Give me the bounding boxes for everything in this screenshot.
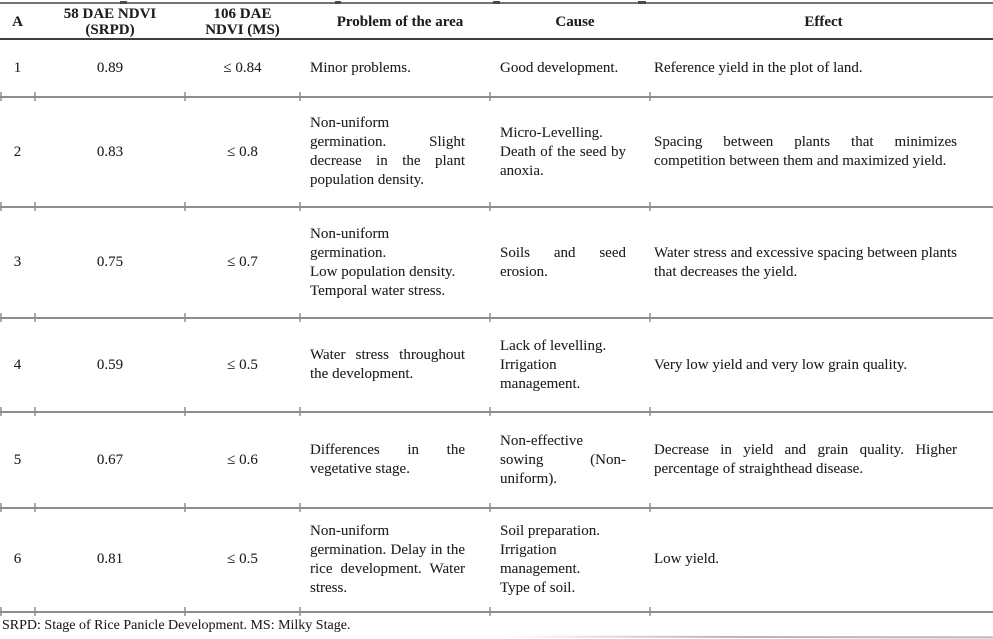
problem-text: Water stress throughout the development. xyxy=(310,347,465,382)
cell-cause: Micro-Levelling. Death of the seed by an… xyxy=(490,97,650,207)
ndvi58-value: 0.89 xyxy=(96,59,124,76)
cell-effect: Decrease in yield and grain quality. Hig… xyxy=(650,412,993,508)
effect-text: Reference yield in the plot of land. xyxy=(654,59,863,76)
cell-ndvi58: 0.89 xyxy=(35,39,185,97)
cell-cause: Non-effective sowing (Non-uniform). xyxy=(490,412,650,508)
cell-ndvi106: ≤ 0.6 xyxy=(185,412,300,508)
cell-effect: Reference yield in the plot of land. xyxy=(650,39,993,97)
cause-text: Good development. xyxy=(500,59,619,76)
area-number: 3 xyxy=(13,254,22,270)
cause-text: Soil preparation. Irrigation management.… xyxy=(500,522,600,596)
cell-ndvi106: ≤ 0.5 xyxy=(185,508,300,611)
ndvi106-value: ≤ 0.84 xyxy=(223,59,262,76)
table-header-row: A 58 DAE NDVI (SRPD) 106 DAE NDVI (MS) P… xyxy=(0,4,993,39)
problem-text: Non-uniform germination. Delay in the ri… xyxy=(310,522,465,596)
header-label-effect: Effect xyxy=(804,13,843,30)
cell-cause: Soil preparation. Irrigation management.… xyxy=(490,508,650,611)
cell-effect: Spacing between plants that minimizes co… xyxy=(650,97,993,207)
cell-area-number: 5 xyxy=(0,412,35,508)
table-row: 2 0.83 ≤ 0.8 Non-uniform germination. Sl… xyxy=(0,97,993,207)
ndvi106-value: ≤ 0.6 xyxy=(227,451,258,468)
effect-text: Water stress and excessive spacing betwe… xyxy=(654,244,957,280)
header-cell-effect: Effect xyxy=(650,4,993,39)
table-row: 6 0.81 ≤ 0.5 Non-uniform germination. De… xyxy=(0,508,993,611)
cell-problem: Differences in the vegetative stage. xyxy=(300,412,490,508)
cell-area-number: 1 xyxy=(0,39,35,97)
cell-cause: Lack of levelling. Irrigation management… xyxy=(490,318,650,412)
effect-text: Low yield. xyxy=(654,551,719,567)
header-cell-cause: Cause xyxy=(490,4,650,39)
area-number: 2 xyxy=(13,143,22,160)
table-row: 5 0.67 ≤ 0.6 Differences in the vegetati… xyxy=(0,412,993,508)
cell-ndvi106: ≤ 0.5 xyxy=(185,318,300,412)
table-footnote: SRPD: Stage of Rice Panicle Development.… xyxy=(2,618,351,633)
area-number: 1 xyxy=(13,59,22,76)
cause-text: Non-effective sowing (Non-uniform). xyxy=(500,432,626,487)
ndvi58-value: 0.83 xyxy=(96,143,124,160)
cell-ndvi58: 0.83 xyxy=(35,97,185,207)
cell-ndvi58: 0.59 xyxy=(35,318,185,412)
cell-ndvi106: ≤ 0.84 xyxy=(185,39,300,97)
header-label-ndvi106: 106 DAE NDVI (MS) xyxy=(205,5,280,38)
cell-problem: Minor problems. xyxy=(300,39,490,97)
header-cell-problem: Problem of the area xyxy=(300,4,490,39)
cell-area-number: 6 xyxy=(0,508,35,611)
ndvi58-value: 0.81 xyxy=(96,551,124,567)
problem-text: Minor problems. xyxy=(310,59,411,76)
header-cell-area: A xyxy=(0,4,35,39)
table-row: 3 0.75 ≤ 0.7 Non-uniform germination. Lo… xyxy=(0,207,993,318)
cell-effect: Low yield. xyxy=(650,508,993,611)
cell-effect: Water stress and excessive spacing betwe… xyxy=(650,207,993,318)
cell-cause: Soils and seed erosion. xyxy=(490,207,650,318)
ndvi58-value: 0.67 xyxy=(96,451,124,468)
problem-text: Non-uniform germination. Slight decrease… xyxy=(310,115,465,188)
area-number: 6 xyxy=(13,551,22,567)
cause-text: Soils and seed erosion. xyxy=(500,244,626,280)
cell-ndvi106: ≤ 0.8 xyxy=(185,97,300,207)
area-number: 5 xyxy=(13,451,22,468)
cause-text: Lack of levelling. Irrigation management… xyxy=(500,337,607,392)
ndvi106-value: ≤ 0.5 xyxy=(227,551,258,567)
cell-area-number: 3 xyxy=(0,207,35,318)
header-cell-ndvi58: 58 DAE NDVI (SRPD) xyxy=(35,4,185,39)
header-label-cause: Cause xyxy=(555,13,595,30)
scan-artifact-line xyxy=(499,635,993,639)
ndvi58-value: 0.75 xyxy=(96,254,124,270)
problem-text: Differences in the vegetative stage. xyxy=(310,442,465,477)
cell-effect: Very low yield and very low grain qualit… xyxy=(650,318,993,412)
effect-text: Spacing between plants that minimizes co… xyxy=(654,134,957,169)
cell-problem: Non-uniform germination. Low population … xyxy=(300,207,490,318)
problem-text: Non-uniform germination. Low population … xyxy=(310,225,456,299)
cell-problem: Non-uniform germination. Delay in the ri… xyxy=(300,508,490,611)
cell-problem: Non-uniform germination. Slight decrease… xyxy=(300,97,490,207)
cell-area-number: 2 xyxy=(0,97,35,207)
table-row: 4 0.59 ≤ 0.5 Water stress throughout the… xyxy=(0,318,993,412)
area-number: 4 xyxy=(13,356,22,373)
header-label-ndvi58: 58 DAE NDVI (SRPD) xyxy=(63,5,157,38)
header-label-problem: Problem of the area xyxy=(336,13,464,30)
cell-area-number: 4 xyxy=(0,318,35,412)
ndvi106-value: ≤ 0.8 xyxy=(227,143,258,160)
cell-ndvi106: ≤ 0.7 xyxy=(185,207,300,318)
cell-cause: Good development. xyxy=(490,39,650,97)
header-cell-ndvi106: 106 DAE NDVI (MS) xyxy=(185,4,300,39)
cause-text: Micro-Levelling. Death of the seed by an… xyxy=(500,124,626,179)
ndvi-problem-table: A 58 DAE NDVI (SRPD) 106 DAE NDVI (MS) P… xyxy=(0,4,993,611)
effect-text: Very low yield and very low grain qualit… xyxy=(654,356,908,373)
ndvi106-value: ≤ 0.7 xyxy=(227,254,258,270)
ndvi58-value: 0.59 xyxy=(96,356,124,373)
table-row: 1 0.89 ≤ 0.84 Minor problems. Good devel… xyxy=(0,39,993,97)
cell-ndvi58: 0.67 xyxy=(35,412,185,508)
ndvi106-value: ≤ 0.5 xyxy=(227,356,258,373)
effect-text: Decrease in yield and grain quality. Hig… xyxy=(654,442,957,477)
header-label-area: A xyxy=(12,13,23,30)
cell-problem: Water stress throughout the development. xyxy=(300,318,490,412)
cell-ndvi58: 0.81 xyxy=(35,508,185,611)
cell-ndvi58: 0.75 xyxy=(35,207,185,318)
